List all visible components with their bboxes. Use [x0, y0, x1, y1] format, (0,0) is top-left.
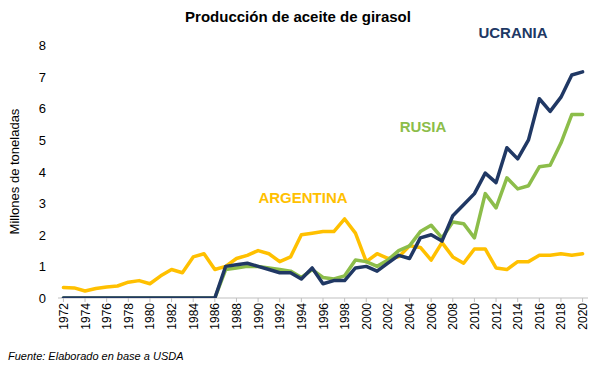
x-tick-label: 1984: [187, 303, 201, 330]
x-tick: [474, 298, 475, 302]
x-tick-label: 1974: [79, 303, 93, 330]
y-tick-label: 6: [39, 101, 46, 116]
x-tick: [128, 298, 129, 302]
y-tick: [54, 234, 58, 235]
x-tick-label: 2016: [533, 303, 547, 330]
y-tick: [54, 266, 58, 267]
source-note: Fuente: Elaborado en base a USDA: [8, 350, 184, 362]
x-tick-label: 1980: [143, 303, 157, 330]
chart: Producción de aceite de girasol Millones …: [0, 0, 600, 368]
x-tick-label: 1978: [122, 303, 136, 330]
y-tick: [54, 203, 58, 204]
x-tick-label: 1982: [165, 303, 179, 330]
x-tick-label: 1998: [338, 303, 352, 330]
y-tick-label: 4: [39, 165, 46, 180]
y-tick: [54, 298, 58, 299]
x-tick: [409, 298, 410, 302]
y-tick-label: 1: [39, 259, 46, 274]
x-tick: [431, 298, 432, 302]
x-tick-label: 2020: [576, 303, 590, 330]
series-label: RUSIA: [400, 118, 447, 135]
x-tick: [539, 298, 540, 302]
x-tick-label: 1996: [317, 303, 331, 330]
x-tick: [149, 298, 150, 302]
series-line: [63, 219, 582, 291]
x-tick-label: 2008: [446, 303, 460, 330]
x-tick: [582, 298, 583, 302]
x-tick: [63, 298, 64, 302]
title: Producción de aceite de girasol: [185, 8, 411, 25]
y-axis-label: Millones de toneladas: [7, 108, 22, 234]
x-tick-label: 1986: [208, 303, 222, 330]
x-tick-label: 2010: [468, 303, 482, 330]
x-tick-label: 1976: [100, 303, 114, 330]
x-tick: [387, 298, 388, 302]
x-tick-label: 2002: [381, 303, 395, 330]
y-tick-label: 0: [39, 291, 46, 306]
y-tick-label: 3: [39, 196, 46, 211]
x-tick-label: 2006: [425, 303, 439, 330]
y-tick: [54, 76, 58, 77]
y-tick: [54, 139, 58, 140]
y-tick: [54, 108, 58, 109]
x-tick: [323, 298, 324, 302]
x-tick: [496, 298, 497, 302]
x-tick: [193, 298, 194, 302]
series-label: ARGENTINA: [258, 189, 347, 206]
y-tick: [54, 171, 58, 172]
x-tick: [560, 298, 561, 302]
x-tick: [171, 298, 172, 302]
x-tick: [106, 298, 107, 302]
y-tick: [54, 45, 58, 46]
x-tick: [452, 298, 453, 302]
x-tick: [258, 298, 259, 302]
x-tick: [85, 298, 86, 302]
x-tick-label: 1994: [295, 303, 309, 330]
series-line: [63, 72, 582, 298]
y-tick-label: 7: [39, 70, 46, 85]
x-tick-label: 2000: [360, 303, 374, 330]
x-tick-label: 1992: [273, 303, 287, 330]
y-tick-label: 8: [39, 38, 46, 53]
series-line: [63, 115, 582, 298]
x-tick: [301, 298, 302, 302]
x-tick-label: 2012: [490, 303, 504, 330]
y-tick-label: 2: [39, 228, 46, 243]
x-tick-label: 2004: [403, 303, 417, 330]
x-tick-label: 1988: [230, 303, 244, 330]
x-tick-label: 1972: [57, 303, 71, 330]
y-tick-label: 5: [39, 133, 46, 148]
page: {"chart_data": { "type": "line", "title"…: [0, 0, 600, 368]
x-tick: [366, 298, 367, 302]
x-tick: [236, 298, 237, 302]
x-tick-label: 1990: [252, 303, 266, 330]
series-label: UCRANIA: [478, 24, 547, 41]
x-tick: [517, 298, 518, 302]
x-tick: [279, 298, 280, 302]
x-tick: [344, 298, 345, 302]
plot-area: [63, 72, 582, 298]
x-tick-label: 2014: [511, 303, 525, 330]
x-tick: [214, 298, 215, 302]
x-tick-label: 2018: [554, 303, 568, 330]
background: [0, 0, 600, 368]
